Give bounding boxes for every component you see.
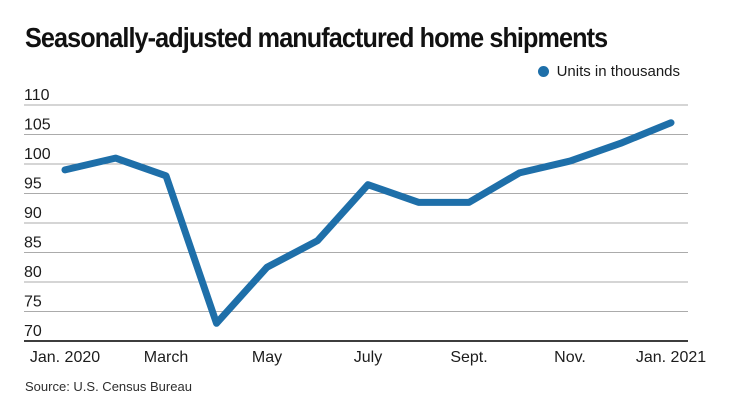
legend: Units in thousands (537, 63, 680, 80)
x-tick-label: March (144, 349, 188, 366)
legend-label: Units in thousands (556, 63, 680, 80)
x-tick-label: Nov. (554, 349, 586, 366)
legend-marker-icon (537, 66, 549, 77)
source-note: Source: U.S. Census Bureau (25, 379, 192, 394)
x-tick-label: Jan. 2020 (30, 349, 100, 366)
y-tick-label: 85 (24, 235, 42, 252)
y-tick-label: 110 (24, 87, 50, 104)
x-tick-label: May (252, 349, 282, 366)
y-tick-label: 95 (24, 176, 42, 193)
y-tick-label: 75 (24, 294, 42, 311)
y-tick-label: 105 (24, 117, 51, 134)
x-tick-label: Jan. 2021 (636, 349, 706, 366)
y-tick-label: 90 (24, 205, 42, 222)
y-tick-label: 100 (24, 146, 51, 163)
x-tick-label: Sept. (450, 349, 487, 366)
chart-title: Seasonally-adjusted manufactured home sh… (25, 22, 608, 53)
data-series-line (61, 119, 675, 327)
y-tick-label: 70 (24, 323, 42, 340)
x-tick-label: July (354, 349, 382, 366)
y-tick-label: 80 (24, 264, 42, 281)
